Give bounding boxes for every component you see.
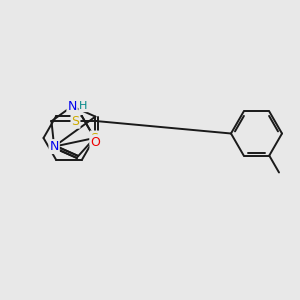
Text: H: H bbox=[79, 101, 88, 111]
Text: N: N bbox=[50, 140, 59, 153]
Text: S: S bbox=[91, 131, 98, 145]
Text: O: O bbox=[91, 136, 100, 148]
Text: N: N bbox=[68, 100, 77, 113]
Text: S: S bbox=[71, 115, 80, 128]
